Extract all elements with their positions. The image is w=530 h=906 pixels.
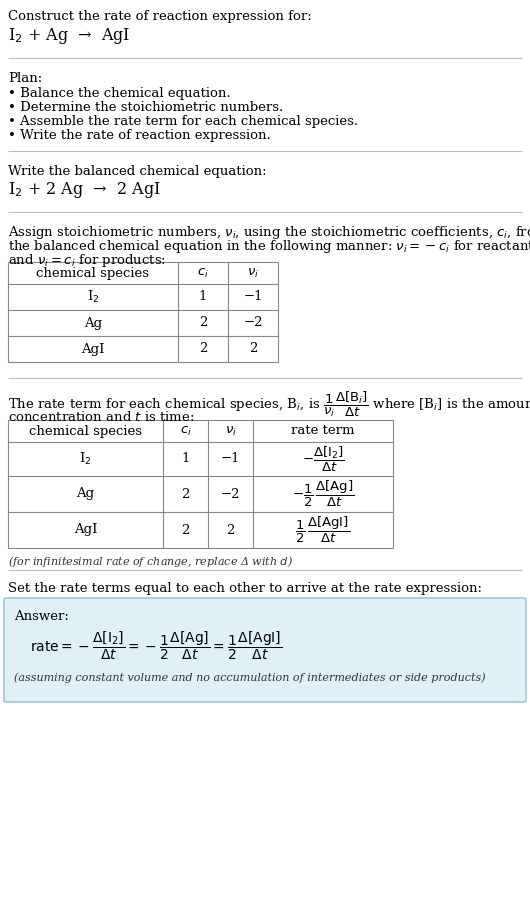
Text: (assuming constant volume and no accumulation of intermediates or side products): (assuming constant volume and no accumul… xyxy=(14,672,485,682)
Text: rate term: rate term xyxy=(292,425,355,438)
Text: $c_i$: $c_i$ xyxy=(180,424,191,438)
FancyBboxPatch shape xyxy=(4,598,526,702)
Text: $\dfrac{1}{2}\,\dfrac{\Delta[\mathrm{AgI}]}{\Delta t}$: $\dfrac{1}{2}\,\dfrac{\Delta[\mathrm{AgI… xyxy=(296,515,350,545)
Text: chemical species: chemical species xyxy=(37,266,149,279)
Text: • Assemble the rate term for each chemical species.: • Assemble the rate term for each chemic… xyxy=(8,115,358,128)
Text: the balanced chemical equation in the following manner: $\nu_i = -c_i$ for react: the balanced chemical equation in the fo… xyxy=(8,238,530,255)
Text: 2: 2 xyxy=(199,342,207,355)
Text: −2: −2 xyxy=(221,487,240,500)
Text: Construct the rate of reaction expression for:: Construct the rate of reaction expressio… xyxy=(8,10,312,23)
Text: AgI: AgI xyxy=(74,524,97,536)
Text: The rate term for each chemical species, B$_i$, is $\dfrac{1}{\nu_i}\dfrac{\Delt: The rate term for each chemical species,… xyxy=(8,390,530,419)
Text: 1: 1 xyxy=(199,291,207,304)
Text: I$_2$ + Ag  →  AgI: I$_2$ + Ag → AgI xyxy=(8,26,130,46)
Text: $\nu_i$: $\nu_i$ xyxy=(247,266,259,280)
Text: 2: 2 xyxy=(226,524,235,536)
Text: Assign stoichiometric numbers, $\nu_i$, using the stoichiometric coefficients, $: Assign stoichiometric numbers, $\nu_i$, … xyxy=(8,224,530,241)
Text: $-\dfrac{\Delta[\mathrm{I_2}]}{\Delta t}$: $-\dfrac{\Delta[\mathrm{I_2}]}{\Delta t}… xyxy=(302,444,344,474)
Bar xyxy=(8,420,393,548)
Text: chemical species: chemical species xyxy=(29,425,142,438)
Text: $c_i$: $c_i$ xyxy=(197,266,209,280)
Text: AgI: AgI xyxy=(81,342,105,355)
Text: I$_2$ + 2 Ag  →  2 AgI: I$_2$ + 2 Ag → 2 AgI xyxy=(8,180,161,200)
Bar xyxy=(8,262,278,362)
Text: Ag: Ag xyxy=(84,316,102,330)
Text: −1: −1 xyxy=(221,452,240,466)
Text: Ag: Ag xyxy=(76,487,94,500)
Text: Write the balanced chemical equation:: Write the balanced chemical equation: xyxy=(8,165,267,178)
Text: Set the rate terms equal to each other to arrive at the rate expression:: Set the rate terms equal to each other t… xyxy=(8,582,482,595)
Text: 2: 2 xyxy=(249,342,257,355)
Text: Answer:: Answer: xyxy=(14,610,69,623)
Text: $\nu_i$: $\nu_i$ xyxy=(225,424,236,438)
Text: • Write the rate of reaction expression.: • Write the rate of reaction expression. xyxy=(8,129,271,142)
Text: • Determine the stoichiometric numbers.: • Determine the stoichiometric numbers. xyxy=(8,101,283,114)
Text: 1: 1 xyxy=(181,452,190,466)
Text: −2: −2 xyxy=(243,316,263,330)
Text: 2: 2 xyxy=(199,316,207,330)
Text: and $\nu_i = c_i$ for products:: and $\nu_i = c_i$ for products: xyxy=(8,252,166,269)
Text: 2: 2 xyxy=(181,487,190,500)
Text: $\mathrm{rate} = -\dfrac{\Delta[\mathrm{I_2}]}{\Delta t} = -\dfrac{1}{2}\dfrac{\: $\mathrm{rate} = -\dfrac{\Delta[\mathrm{… xyxy=(30,630,282,662)
Text: −1: −1 xyxy=(243,291,263,304)
Text: I$_2$: I$_2$ xyxy=(87,289,99,305)
Text: 2: 2 xyxy=(181,524,190,536)
Text: (for infinitesimal rate of change, replace Δ with $d$): (for infinitesimal rate of change, repla… xyxy=(8,554,293,569)
Text: • Balance the chemical equation.: • Balance the chemical equation. xyxy=(8,87,231,100)
Text: concentration and $t$ is time:: concentration and $t$ is time: xyxy=(8,410,195,424)
Text: $-\dfrac{1}{2}\,\dfrac{\Delta[\mathrm{Ag}]}{\Delta t}$: $-\dfrac{1}{2}\,\dfrac{\Delta[\mathrm{Ag… xyxy=(292,479,354,509)
Text: I$_2$: I$_2$ xyxy=(80,451,92,467)
Text: Plan:: Plan: xyxy=(8,72,42,85)
